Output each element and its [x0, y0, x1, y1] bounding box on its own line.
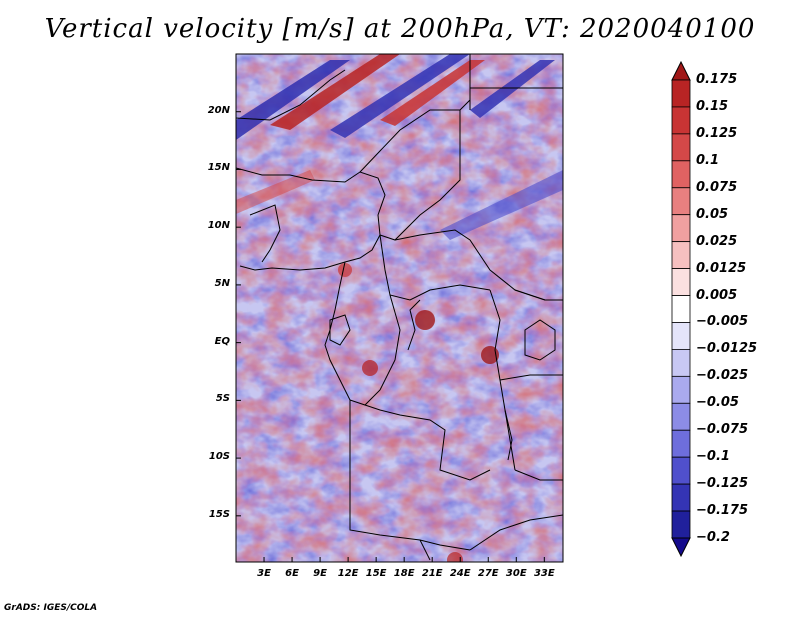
y-tick-label: 5S: [215, 393, 230, 405]
colorbar-level-label: −0.1: [696, 449, 730, 465]
colorbar-level-label: 0.05: [696, 206, 729, 222]
colorbar-level-label: 0.005: [696, 287, 738, 303]
x-tick-label: 30E: [505, 568, 527, 579]
y-tick-label: 15S: [208, 508, 230, 520]
colorbar-level-label: 0.1: [696, 152, 720, 168]
colorbar-box: [671, 349, 691, 377]
colorbar-box: [671, 268, 691, 296]
colorbar-level-label: −0.005: [696, 314, 749, 330]
map-frame: [235, 53, 564, 563]
colorbar-box: [671, 402, 691, 431]
colorbar-box: [671, 483, 691, 512]
colorbar-level-label: 0.025: [696, 233, 738, 249]
colorbar-box: [671, 510, 691, 539]
x-tick-label: 6E: [285, 568, 299, 579]
axis-ticks: [236, 111, 545, 562]
colorbar-top-arrow: [671, 60, 691, 81]
colorbar-level-label: 0.0125: [696, 260, 747, 276]
colorbar-level-label: −0.2: [696, 530, 730, 545]
y-tick-label: 10S: [208, 451, 230, 463]
y-tick-label: 15N: [207, 162, 230, 174]
colorbar-box: [671, 79, 691, 108]
colorbar-level-label: −0.0125: [696, 341, 758, 357]
colorbar-level-label: 0.175: [696, 72, 738, 87]
colorbar-level-label: −0.05: [696, 395, 739, 411]
colorbar-box: [671, 375, 691, 404]
colorbar-level-label: −0.025: [696, 368, 749, 384]
boundaries: [236, 54, 563, 561]
colorbar: [671, 60, 691, 558]
x-tick-label: 21E: [421, 568, 443, 579]
x-tick-label: 18E: [393, 568, 415, 579]
x-tick-label: 3E: [257, 568, 271, 579]
colorbar-box: [671, 295, 691, 323]
colorbar-box: [671, 187, 691, 216]
colorbar-box: [671, 160, 691, 189]
colorbar-box: [671, 322, 691, 350]
colorbar-box: [671, 133, 691, 162]
y-tick-label: 20N: [207, 104, 230, 116]
x-tick-label: 24E: [449, 568, 471, 579]
x-tick-label: 33E: [533, 568, 555, 579]
colorbar-bottom-arrow: [671, 537, 691, 558]
velocity-field: [236, 54, 563, 562]
colorbar-box: [671, 456, 691, 485]
x-tick-label: 12E: [337, 568, 359, 579]
colorbar-box: [671, 106, 691, 135]
x-tick-label: 9E: [313, 568, 327, 579]
chart-title: Vertical velocity [m/s] at 200hPa, VT: 2…: [44, 14, 756, 44]
colorbar-box: [671, 429, 691, 458]
x-tick-label: 27E: [477, 568, 499, 579]
colorbar-level-label: 0.125: [696, 125, 738, 141]
colorbar-box: [671, 241, 691, 269]
y-tick-label: EQ: [214, 335, 230, 347]
colorbar-box: [671, 214, 691, 243]
convective-cores: [338, 263, 499, 562]
x-tick-label: 15E: [365, 568, 387, 579]
colorbar-level-label: −0.175: [696, 503, 749, 519]
y-tick-label: 5N: [214, 277, 230, 289]
y-tick-label: 10N: [207, 220, 230, 232]
colorbar-level-label: −0.075: [696, 422, 749, 438]
colorbar-level-label: 0.075: [696, 179, 738, 195]
grads-credit: GrADS: IGES/COLA: [4, 603, 98, 613]
colorbar-level-label: 0.15: [696, 98, 729, 114]
colorbar-level-label: −0.125: [696, 476, 749, 492]
